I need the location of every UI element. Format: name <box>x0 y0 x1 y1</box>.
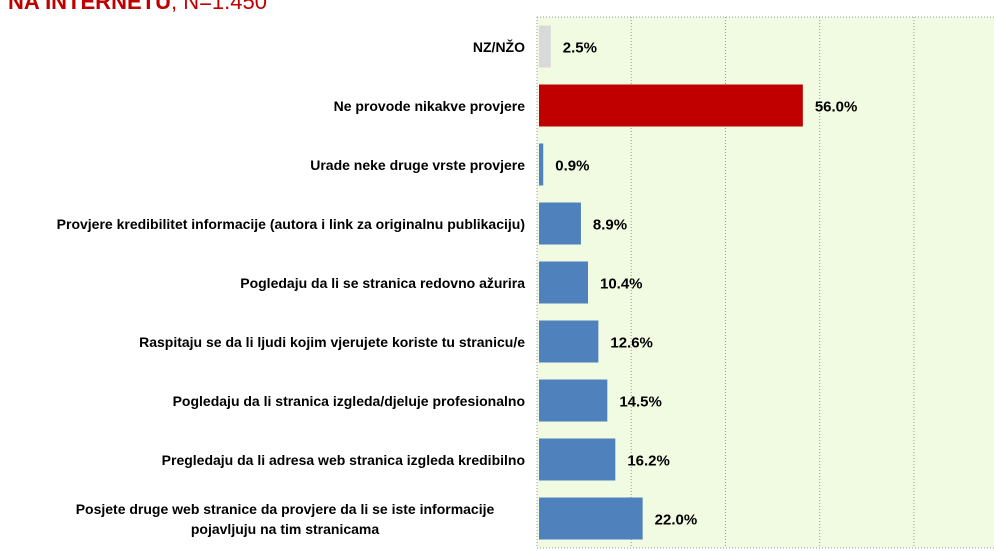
category-text: Raspitaju se da li ljudi kojim vjerujete… <box>139 333 525 350</box>
category-label: Urade neke druge vrste provjere <box>20 135 525 194</box>
bar <box>539 261 588 304</box>
bar <box>539 438 616 481</box>
category-label: Pogledaju da li se stranica redovno ažur… <box>20 253 525 312</box>
data-label: 22.0% <box>655 511 698 528</box>
category-text: Posjete druge web stranice da provjere d… <box>75 500 495 537</box>
category-label: Ne provode nikakve provjere <box>20 76 525 135</box>
category-text: NZ/NŽO <box>472 38 525 55</box>
data-label: 14.5% <box>619 393 662 410</box>
category-text: Pogledaju da li stranica izgleda/djeluje… <box>172 392 525 409</box>
data-label: 16.2% <box>627 452 670 469</box>
bar <box>539 497 643 540</box>
category-text: Provjere kredibilitet informacije (autor… <box>56 215 525 232</box>
category-label: Pogledaju da li stranica izgleda/djeluje… <box>20 371 525 430</box>
bar <box>539 84 803 127</box>
category-text: Pogledaju da li se stranica redovno ažur… <box>240 274 525 291</box>
data-label: 2.5% <box>563 39 597 56</box>
data-label: 8.9% <box>593 216 627 233</box>
category-label: Posjete druge web stranice da provjere d… <box>20 489 525 548</box>
bar <box>539 320 599 363</box>
category-label: Raspitaju se da li ljudi kojim vjerujete… <box>20 312 525 371</box>
title-sub: , N=1.450 <box>171 0 267 14</box>
category-label: Provjere kredibilitet informacije (autor… <box>20 194 525 253</box>
data-label: 10.4% <box>600 275 643 292</box>
bar <box>539 25 551 68</box>
chart-title: NA INTERNETU, N=1.450 <box>8 0 267 14</box>
category-text: Urade neke druge vrste provjere <box>310 156 525 173</box>
category-label: Pregledaju da li adresa web stranica izg… <box>20 430 525 489</box>
data-label: 12.6% <box>610 334 653 351</box>
category-label: NZ/NŽO <box>20 17 525 76</box>
bar <box>539 379 608 422</box>
bar <box>539 202 581 245</box>
category-text: Pregledaju da li adresa web stranica izg… <box>161 451 525 468</box>
data-label: 0.9% <box>555 157 589 174</box>
data-label: 56.0% <box>815 98 858 115</box>
bar <box>539 143 544 186</box>
category-text: Ne provode nikakve provjere <box>333 97 525 114</box>
title-main: NA INTERNETU <box>8 0 171 14</box>
